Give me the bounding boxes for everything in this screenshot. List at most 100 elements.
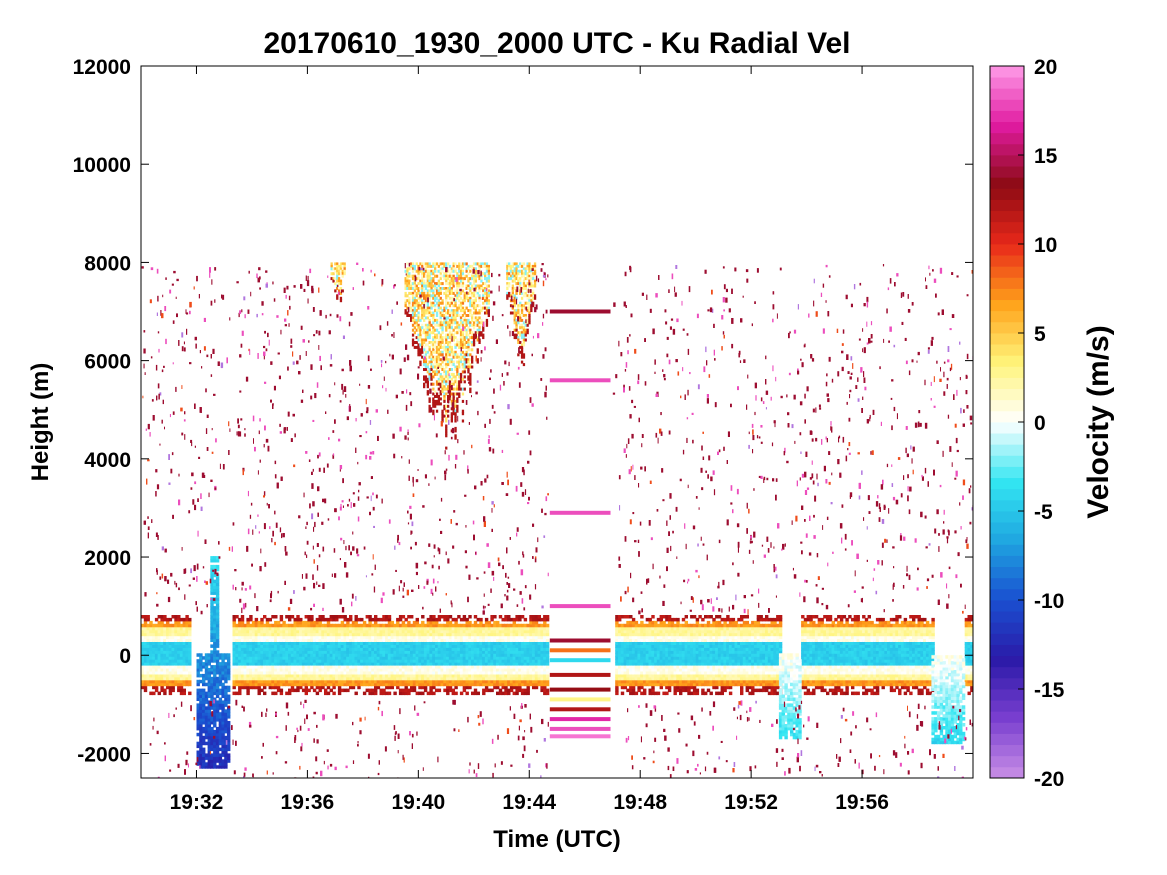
surface-band-cell: [493, 629, 497, 634]
surface-band-cell: [166, 626, 170, 631]
surface-band-cell: [479, 629, 483, 634]
surface-band-cell: [410, 638, 414, 642]
surface-band-cell: [415, 659, 419, 663]
surface-band-cell: [152, 676, 156, 681]
surface-band-cell: [312, 676, 317, 681]
surface-band-cell: [346, 656, 350, 660]
surface-band-cell: [143, 641, 148, 645]
surface-band-cell: [340, 673, 345, 678]
surface-band-cell: [443, 676, 447, 681]
surface-band-cell: [368, 620, 372, 625]
surface-band-cell: [407, 615, 411, 619]
surface-band-cell: [443, 659, 447, 663]
surface-band-cell: [340, 641, 345, 645]
surface-band-cell: [501, 647, 505, 651]
surface-band-cell: [457, 615, 461, 619]
surface-band-cell: [437, 676, 442, 681]
surface-band-cell: [656, 671, 661, 675]
surface-band-cell: [534, 671, 539, 675]
surface-band-cell: [421, 635, 425, 640]
surface-band-cell: [504, 665, 508, 669]
surface-band-cell: [421, 650, 425, 654]
surface-band-cell: [232, 620, 236, 625]
surface-band-cell: [290, 682, 295, 687]
surface-band-cell: [249, 659, 253, 663]
surface-band-cell: [365, 635, 369, 640]
surface-band-cell: [404, 647, 408, 651]
surface-band-cell: [163, 635, 167, 640]
surface-band-cell: [324, 626, 328, 631]
surface-band-cell: [182, 659, 186, 663]
surface-band-cell: [360, 626, 364, 631]
surface-band-cell: [324, 650, 328, 654]
surface-band-cell: [174, 644, 178, 648]
surface-band-cell: [163, 662, 167, 666]
surface-band-cell: [407, 623, 411, 628]
surface-band-cell: [654, 641, 658, 645]
surface-band-cell: [465, 632, 469, 637]
surface-band-cell: [246, 635, 250, 640]
surface-band-cell: [385, 626, 389, 631]
surface-band-cell: [662, 638, 666, 642]
surface-band-cell: [654, 629, 658, 634]
surface-band-cell: [396, 626, 400, 631]
surface-band-cell: [141, 650, 145, 654]
surface-band-cell: [354, 615, 358, 619]
surface-band-cell: [423, 623, 428, 628]
surface-band-cell: [307, 662, 311, 666]
surface-band-cell: [321, 653, 325, 657]
surface-band-cell: [385, 635, 389, 640]
surface-band-cell: [451, 641, 455, 645]
surface-band-cell: [168, 671, 173, 675]
surface-band-cell: [304, 620, 308, 625]
surface-band-cell: [251, 647, 256, 651]
surface-band-cell: [471, 656, 475, 660]
surface-band-cell: [274, 653, 278, 657]
surface-band-cell: [263, 673, 267, 678]
surface-band-cell: [299, 650, 303, 654]
surface-band-cell: [479, 656, 483, 660]
surface-band-cell: [512, 620, 516, 625]
surface-band-cell: [282, 635, 286, 640]
surface-band-cell: [529, 676, 533, 681]
surface-band-cell: [337, 671, 342, 675]
surface-band-cell: [274, 691, 278, 696]
surface-band-cell: [326, 620, 331, 625]
surface-band-cell: [354, 632, 358, 637]
surface-band-cell: [371, 626, 375, 631]
surface-band-cell: [152, 691, 156, 696]
surface-band-cell: [507, 629, 511, 634]
surface-band-cell: [637, 679, 641, 684]
surface-band-cell: [354, 662, 358, 666]
surface-band-cell: [296, 679, 300, 684]
surface-band-cell: [432, 662, 436, 666]
surface-band-cell: [312, 650, 317, 654]
surface-band-cell: [163, 653, 167, 657]
surface-band-cell: [659, 665, 663, 669]
surface-band-cell: [654, 650, 658, 654]
surface-band-cell: [507, 682, 511, 687]
surface-band-cell: [152, 623, 156, 628]
surface-band-cell: [260, 676, 264, 681]
surface-band-cell: [523, 659, 528, 663]
surface-band-cell: [543, 656, 547, 660]
surface-band-cell: [157, 647, 161, 651]
surface-band-cell: [615, 676, 619, 681]
surface-band-cell: [437, 662, 442, 666]
surface-band-cell: [276, 641, 281, 645]
surface-band-cell: [299, 641, 303, 645]
surface-band-cell: [179, 665, 184, 669]
surface-band-cell: [629, 671, 633, 675]
surface-band-cell: [276, 623, 281, 628]
surface-band-cell: [640, 671, 644, 675]
surface-band-cell: [515, 635, 519, 640]
surface-band-cell: [160, 620, 164, 625]
surface-band-cell: [354, 617, 358, 622]
surface-band-cell: [321, 644, 325, 648]
surface-band-cell: [382, 665, 386, 669]
surface-band-cell: [451, 623, 455, 628]
surface-band-cell: [490, 632, 494, 637]
surface-band-cell: [274, 650, 278, 654]
surface-band-cell: [507, 650, 511, 654]
surface-band-cell: [387, 659, 392, 663]
